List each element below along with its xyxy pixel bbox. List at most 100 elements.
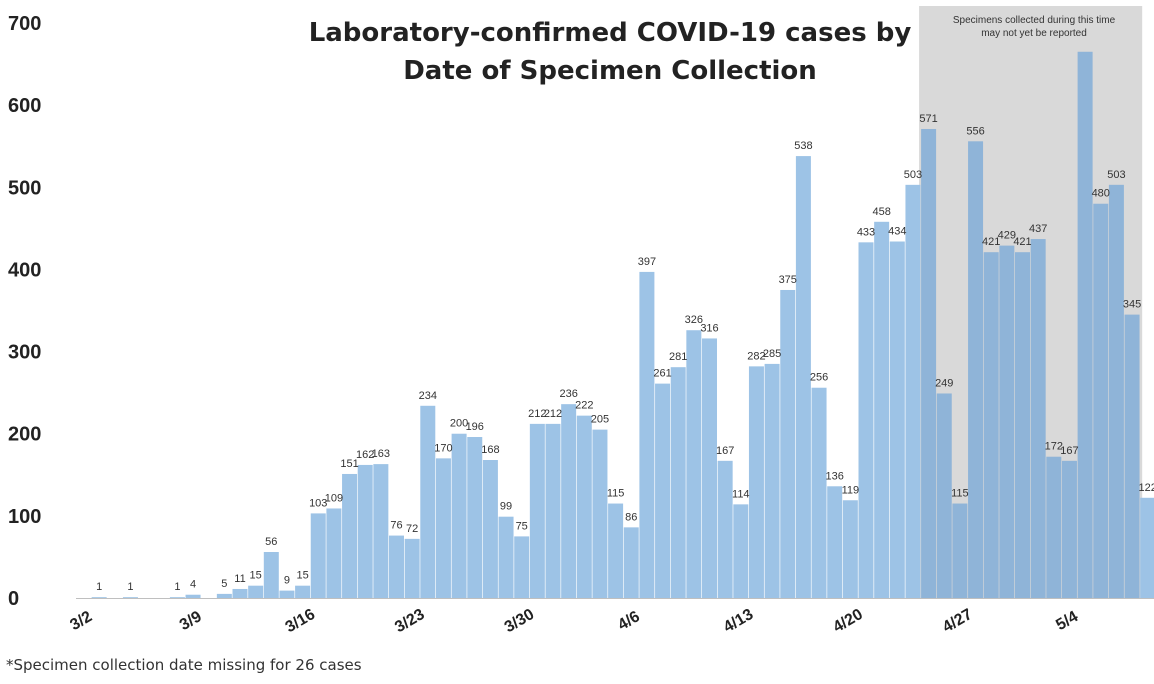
- bar-3/9: [185, 594, 201, 598]
- data-label-3/11: 5: [221, 578, 227, 590]
- bar-3/31: [529, 423, 545, 598]
- data-label-4/22: 458: [872, 206, 890, 218]
- x-tick-label-4-27: 4/27: [940, 606, 976, 636]
- data-label-4/16: 375: [779, 274, 797, 286]
- bar-4/19: [827, 486, 843, 598]
- bar-4/10: [686, 330, 702, 598]
- bar-5/3: [1046, 456, 1062, 598]
- bar-4/18: [811, 387, 827, 598]
- bar-5/8: [1124, 314, 1140, 598]
- bar-4/12: [717, 460, 733, 598]
- bar-4/30: [999, 245, 1015, 599]
- x-tick-label-3-2: 3/2: [67, 608, 95, 634]
- data-label-4/15: 285: [763, 348, 781, 360]
- bar-3/29: [498, 516, 514, 598]
- bar-3/18: [326, 508, 342, 598]
- data-label-5/8: 345: [1123, 299, 1141, 311]
- bar-4/9: [670, 367, 686, 598]
- data-label-4/6: 86: [625, 511, 637, 523]
- bar-4/2: [561, 404, 577, 598]
- bar-5/4: [1061, 460, 1077, 598]
- bar-3/14: [263, 552, 279, 598]
- data-label-4/24: 503: [904, 169, 922, 181]
- bar-4/3: [576, 415, 592, 598]
- data-label-4/29: 421: [982, 236, 1000, 248]
- data-label-4/9: 281: [669, 351, 687, 363]
- bar-3/11: [216, 593, 232, 598]
- data-label-4/18: 256: [810, 372, 828, 384]
- bar-4/24: [905, 184, 921, 598]
- x-tick-label-4-13: 4/13: [721, 606, 757, 636]
- data-label-4/11: 316: [700, 322, 718, 334]
- y-tick-label-700: 700: [8, 13, 41, 35]
- data-label-4/8: 261: [653, 368, 671, 380]
- x-tick-label-3-30: 3/30: [502, 606, 538, 636]
- data-label-4/10: 326: [685, 314, 703, 326]
- data-label-5/7: 503: [1107, 169, 1125, 181]
- bar-3/13: [248, 585, 264, 598]
- x-tick-label-3-23: 3/23: [392, 606, 428, 636]
- data-label-4/30: 429: [998, 230, 1016, 242]
- data-label-3/26: 200: [450, 418, 468, 430]
- y-tick-label-500: 500: [8, 177, 41, 199]
- bar-4/26: [936, 393, 952, 598]
- bar-3/20: [357, 464, 373, 598]
- data-label-3/20: 162: [356, 449, 374, 461]
- y-tick-label-100: 100: [8, 506, 41, 528]
- bar-3/5: [122, 597, 138, 598]
- bar-3/17: [310, 513, 326, 598]
- bar-3/8: [169, 597, 185, 598]
- bar-3/12: [232, 588, 248, 598]
- data-label-3/9: 4: [190, 579, 196, 591]
- data-label-3/28: 168: [481, 444, 499, 456]
- data-label-3/24: 234: [419, 390, 437, 402]
- bar-5/5: [1077, 51, 1093, 599]
- x-tick-label-5-4: 5/4: [1053, 608, 1081, 634]
- footnote: *Specimen collection date missing for 26…: [6, 656, 362, 674]
- data-label-4/21: 433: [857, 226, 875, 238]
- data-label-4/2: 236: [559, 388, 577, 400]
- bar-3/30: [514, 536, 530, 598]
- data-label-3/14: 56: [265, 536, 277, 548]
- bar-3/27: [467, 437, 483, 598]
- bar-3/21: [373, 464, 389, 598]
- x-tick-label-3-9: 3/9: [177, 608, 205, 634]
- data-label-3/21: 163: [372, 448, 390, 460]
- bar-4/23: [889, 241, 905, 599]
- data-label-5/6: 480: [1092, 188, 1110, 200]
- bar-3/23: [404, 538, 420, 598]
- data-label-4/7: 397: [638, 256, 656, 268]
- bar-4/21: [858, 242, 874, 598]
- bar-3/28: [482, 460, 498, 598]
- bar-4/6: [623, 527, 639, 598]
- data-label-4/12: 167: [716, 445, 734, 457]
- bar-4/11: [702, 338, 717, 598]
- bar-4/17: [795, 156, 811, 599]
- data-label-3/27: 196: [466, 421, 484, 433]
- bar-3/16: [295, 585, 311, 598]
- data-label-4/26: 249: [935, 377, 953, 389]
- data-label-5/2: 437: [1029, 223, 1047, 235]
- data-label-3/23: 72: [406, 523, 418, 535]
- data-label-4/3: 222: [575, 400, 593, 412]
- bar-4/29: [983, 252, 999, 598]
- bar-4/20: [842, 500, 858, 598]
- bar-undefined: [1140, 497, 1154, 598]
- x-tick-label-4-6: 4/6: [615, 608, 643, 634]
- data-label-5/1: 421: [1013, 236, 1031, 248]
- data-label-3/30: 75: [516, 520, 528, 532]
- data-label-4/25: 571: [919, 113, 937, 125]
- y-tick-label-300: 300: [8, 342, 41, 364]
- data-label-3/3: 1: [96, 581, 102, 593]
- data-label-4/13: 114: [732, 488, 750, 500]
- data-label-3/29: 99: [500, 501, 512, 513]
- y-tick-label-0: 0: [8, 588, 19, 610]
- data-label-4/19: 136: [826, 470, 844, 482]
- data-label-3/19: 151: [340, 458, 358, 470]
- shaded-region-note: Specimens collected during this time may…: [928, 14, 1140, 40]
- bar-3/24: [420, 405, 436, 598]
- data-label-4/17: 538: [794, 140, 812, 152]
- data-label-4/1: 212: [544, 408, 562, 420]
